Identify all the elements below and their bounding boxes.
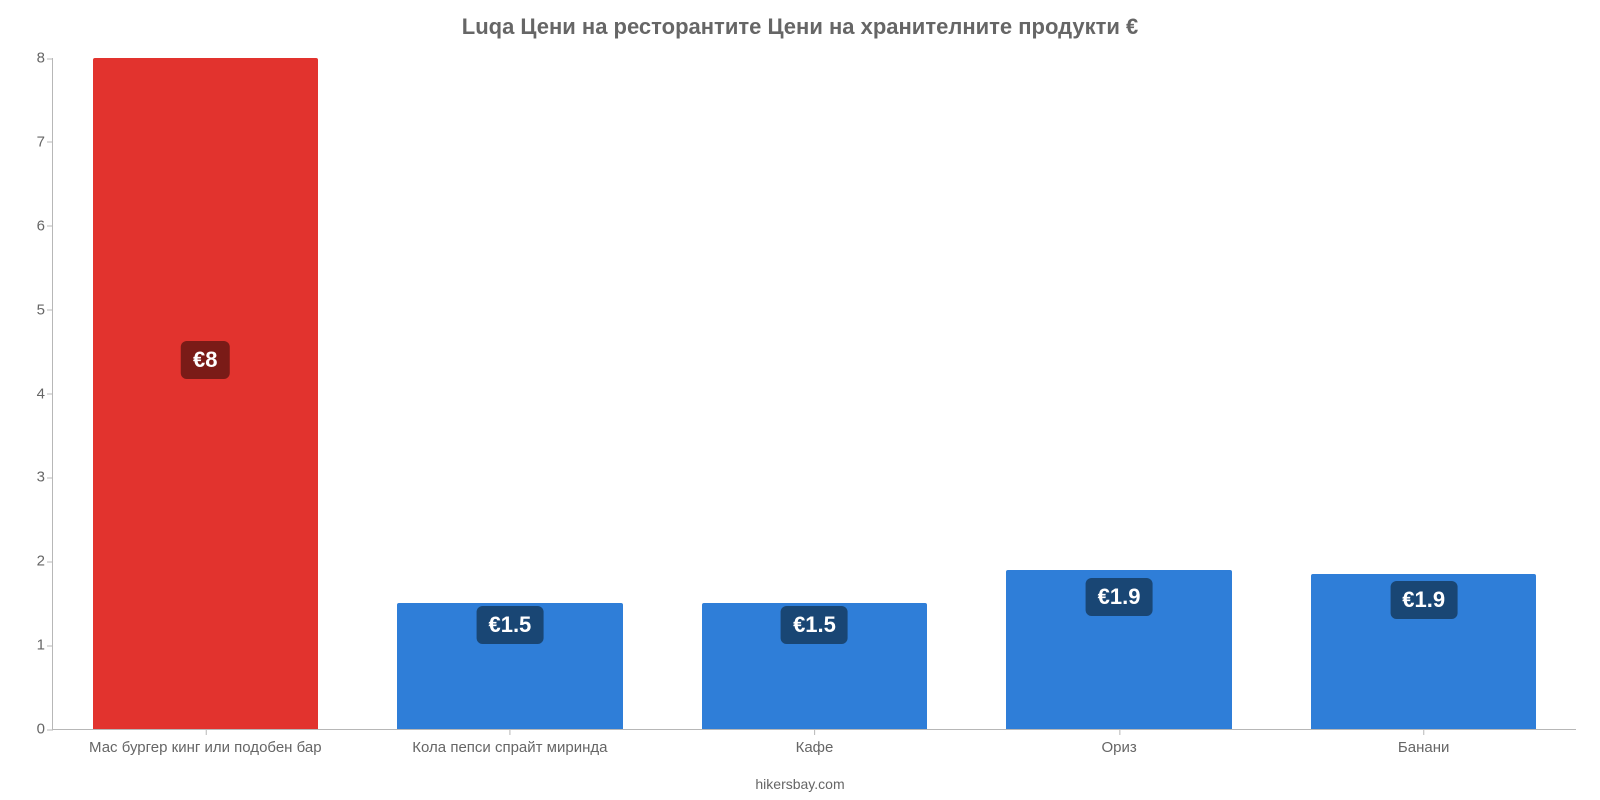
bar-slot: €1.9Ориз	[967, 58, 1272, 729]
bar-slot: €1.5Кола пепси спрайт миринда	[358, 58, 663, 729]
x-axis-label: Банани	[1398, 739, 1449, 756]
y-axis-tick: 1	[13, 637, 45, 654]
y-axis-tick: 6	[13, 217, 45, 234]
bars-container: €8Мас бургер кинг или подобен бар€1.5Кол…	[53, 58, 1576, 729]
value-badge: €1.9	[1086, 578, 1153, 616]
bar	[93, 58, 318, 729]
bar-slot: €1.9Банани	[1271, 58, 1576, 729]
x-axis-label: Мас бургер кинг или подобен бар	[89, 739, 322, 756]
bar-slot: €1.5Кафе	[662, 58, 967, 729]
y-axis-tick: 3	[13, 469, 45, 486]
price-bar-chart: Luqa Цени на ресторантите Цени на хранит…	[0, 0, 1600, 800]
y-axis-tick: 2	[13, 553, 45, 570]
chart-title: Luqa Цени на ресторантите Цени на хранит…	[0, 0, 1600, 46]
value-badge: €1.9	[1390, 581, 1457, 619]
y-axis-tick: 8	[13, 50, 45, 67]
value-badge: €1.5	[781, 606, 848, 644]
value-badge: €1.5	[476, 606, 543, 644]
y-axis-tick: 5	[13, 301, 45, 318]
value-badge: €8	[181, 341, 229, 379]
x-axis-label: Кафе	[796, 739, 834, 756]
y-axis-tick: 4	[13, 385, 45, 402]
x-axis-label: Ориз	[1101, 739, 1136, 756]
x-axis-label: Кола пепси спрайт миринда	[412, 739, 607, 756]
y-axis-tick: 0	[13, 721, 45, 738]
source-attribution: hikersbay.com	[0, 776, 1600, 792]
bar-slot: €8Мас бургер кинг или подобен бар	[53, 58, 358, 729]
y-axis-tick: 7	[13, 133, 45, 150]
plot-area: €8Мас бургер кинг или подобен бар€1.5Кол…	[52, 58, 1576, 730]
